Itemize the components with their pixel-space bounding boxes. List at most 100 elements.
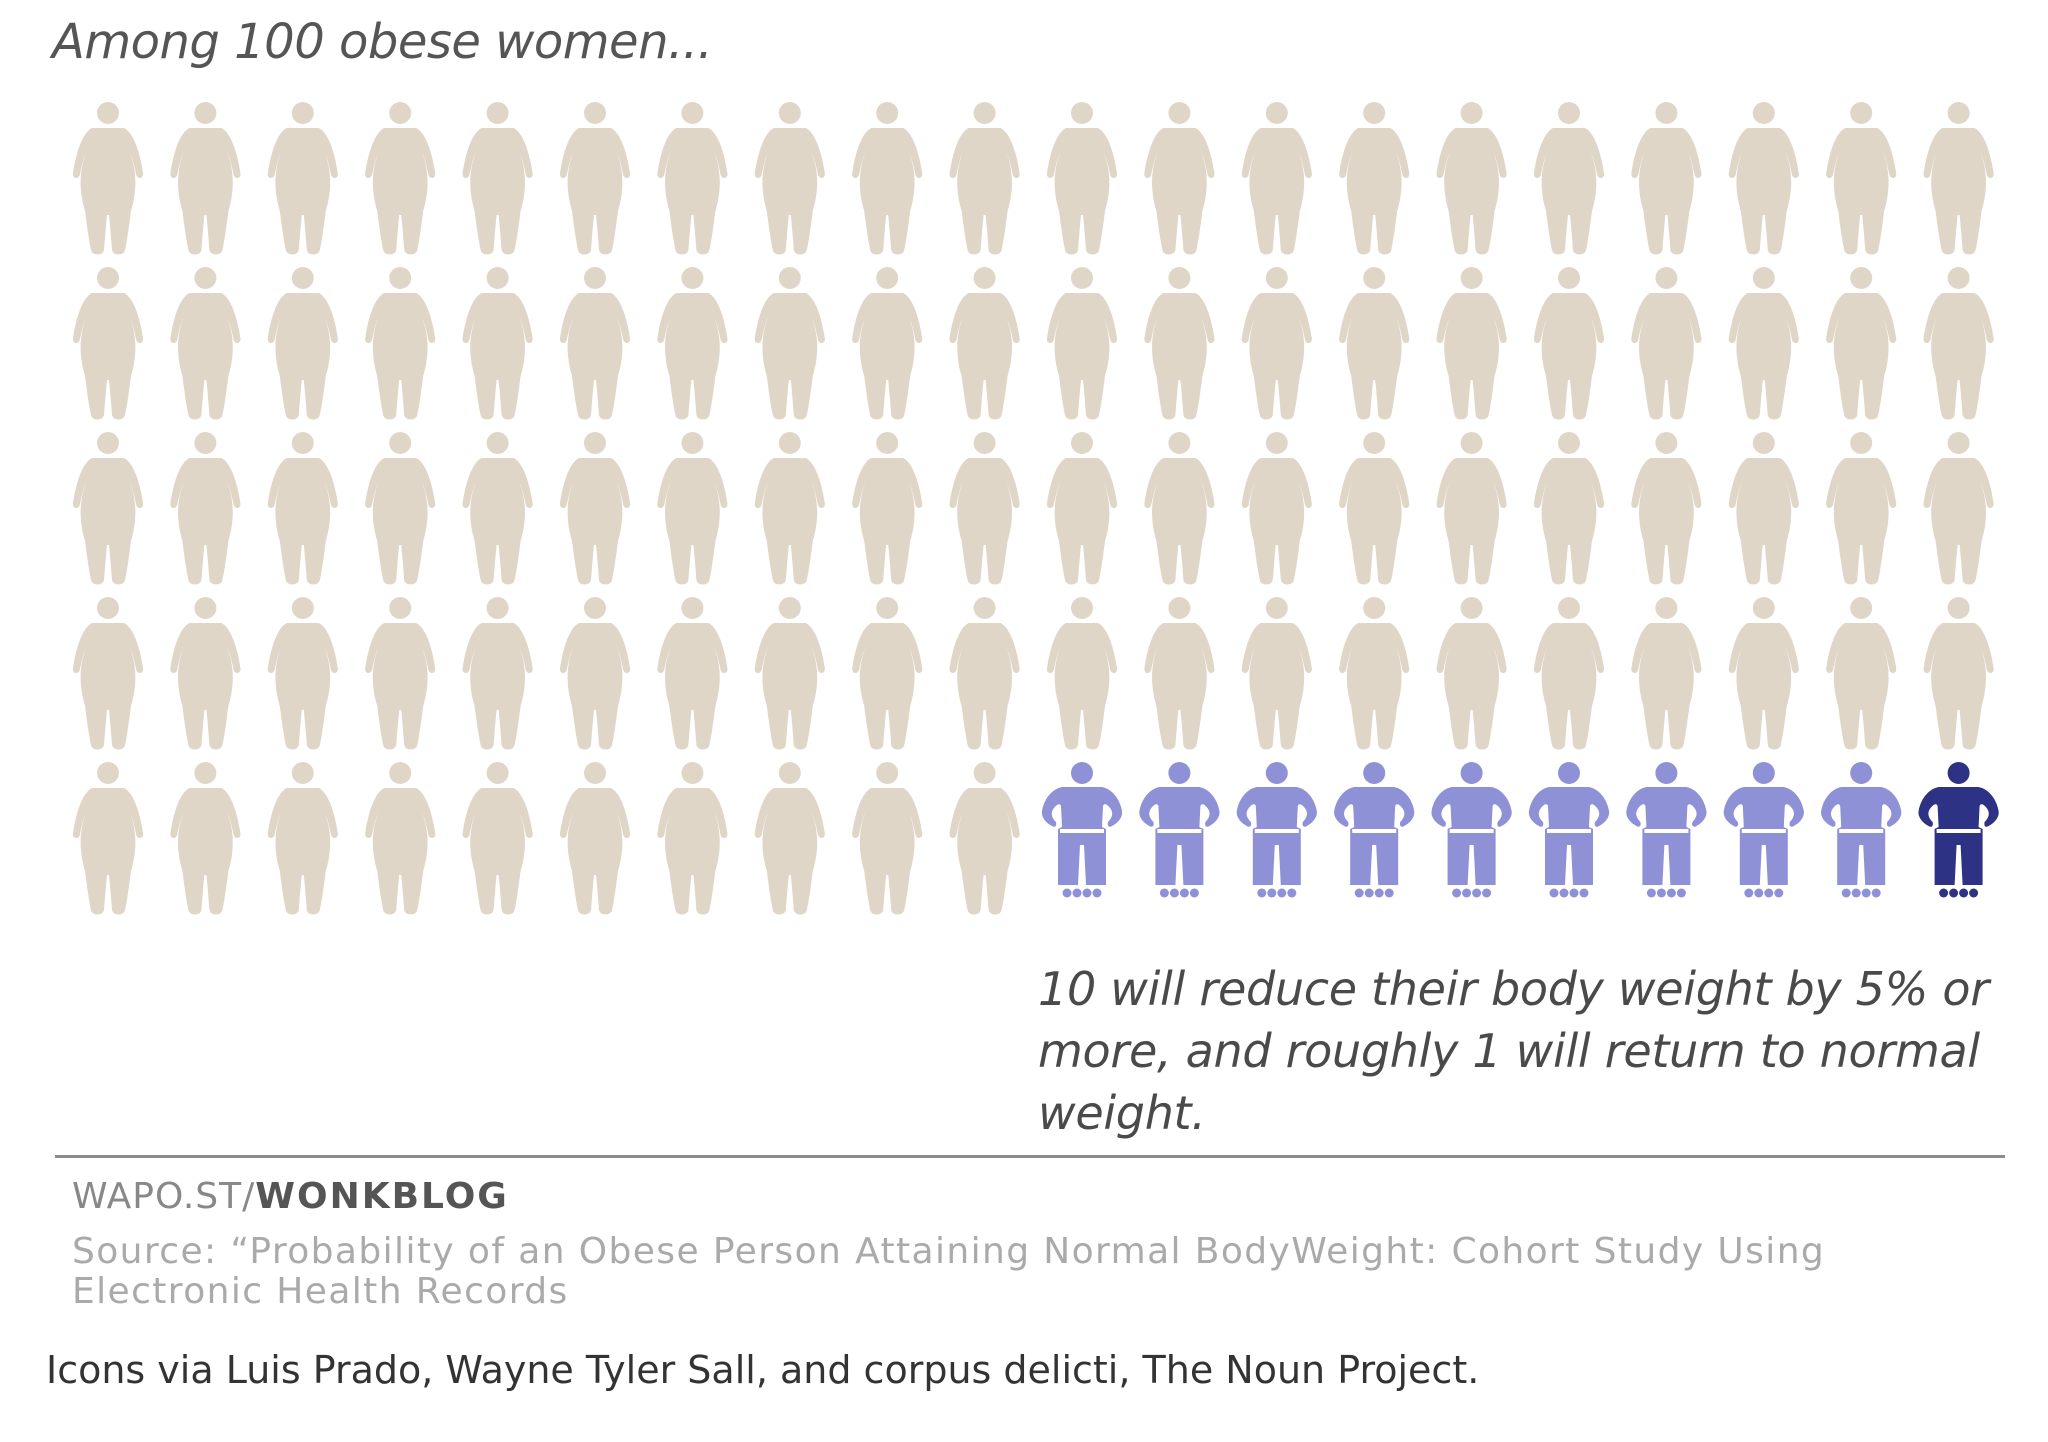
source-note: Source: “Probability of an Obese Person … (72, 1231, 1826, 1312)
obese-woman-icon (1241, 432, 1312, 585)
obese-woman-icon (1241, 102, 1312, 255)
obese-woman-icon (365, 762, 436, 915)
obese-woman-icon (1923, 267, 1994, 420)
obese-woman-icon (267, 597, 338, 750)
obese-woman-icon (754, 597, 825, 750)
obese-woman-icon (1533, 597, 1605, 750)
obese-woman-icon (852, 432, 923, 585)
obese-woman-icon (1339, 432, 1410, 585)
obese-woman-icon (754, 102, 825, 255)
obese-woman-icon (72, 102, 144, 255)
obese-woman-icon (170, 102, 241, 255)
obese-woman-icon (1144, 432, 1215, 585)
obese-woman-icon (267, 102, 338, 255)
icons-credit: Icons via Luis Prado, Wayne Tyler Sall, … (46, 1348, 1480, 1392)
slim-woman-icon (1918, 762, 1999, 898)
obese-woman-icon (1436, 432, 1507, 585)
obese-woman-icon (1631, 432, 1702, 585)
slim-woman-icon (1626, 762, 1707, 898)
obese-woman-icon (1826, 432, 1897, 585)
obese-woman-icon (365, 102, 436, 255)
obese-woman-icon (1923, 597, 1994, 750)
obese-woman-icon (754, 267, 825, 420)
obese-woman-icon (1144, 267, 1215, 420)
obese-woman-icon (462, 102, 533, 255)
obese-woman-icon (852, 762, 923, 915)
pictogram-grid (72, 102, 1999, 915)
obese-woman-icon (559, 762, 631, 915)
slim-woman-icon (1041, 762, 1123, 898)
obese-woman-icon (1436, 267, 1507, 420)
obese-woman-icon (657, 102, 728, 255)
obese-woman-icon (1631, 267, 1702, 420)
obese-woman-icon (1436, 597, 1507, 750)
obese-woman-icon (1533, 267, 1605, 420)
chart-annotation: 10 will reduce their body weight by 5% o… (1038, 962, 1989, 1140)
obese-woman-icon (462, 432, 533, 585)
obese-woman-icon (657, 762, 728, 915)
wonkblog-credit: WAPO.ST/WONKBLOG (72, 1176, 509, 1217)
obese-woman-icon (949, 267, 1020, 420)
obese-woman-icon (1728, 597, 1799, 750)
obese-woman-icon (1046, 102, 1118, 255)
obese-woman-icon (1826, 267, 1897, 420)
obese-woman-icon (365, 432, 436, 585)
obese-woman-icon (1046, 432, 1118, 585)
obese-woman-icon (267, 762, 338, 915)
slim-woman-icon (1431, 762, 1512, 898)
obese-woman-icon (72, 762, 144, 915)
obese-woman-icon (657, 597, 728, 750)
obese-woman-icon (170, 267, 241, 420)
obese-woman-icon (559, 432, 631, 585)
obese-woman-icon (1728, 267, 1799, 420)
slim-woman-icon (1723, 762, 1804, 898)
obese-woman-icon (559, 597, 631, 750)
obese-woman-icon (559, 267, 631, 420)
obese-woman-icon (365, 597, 436, 750)
obese-woman-icon (1046, 597, 1118, 750)
obese-woman-icon (1826, 597, 1897, 750)
slim-woman-icon (1236, 762, 1317, 898)
obese-woman-icon (754, 432, 825, 585)
obese-woman-icon (1144, 102, 1215, 255)
obese-woman-icon (1046, 267, 1118, 420)
obese-woman-icon (1533, 102, 1605, 255)
obese-woman-icon (1826, 102, 1897, 255)
obese-woman-icon (170, 597, 241, 750)
obese-woman-icon (1728, 432, 1799, 585)
credit-bold: WONKBLOG (255, 1176, 509, 1217)
obese-woman-icon (1241, 267, 1312, 420)
obese-woman-icon (267, 267, 338, 420)
obese-woman-icon (1728, 102, 1799, 255)
obese-woman-icon (1436, 102, 1507, 255)
slim-woman-icon (1528, 762, 1610, 898)
obese-woman-icon (462, 762, 533, 915)
obese-woman-icon (949, 597, 1020, 750)
obese-woman-icon (657, 267, 728, 420)
divider (55, 1155, 2005, 1158)
obese-woman-icon (559, 102, 631, 255)
obese-woman-icon (1631, 102, 1702, 255)
slim-woman-icon (1334, 762, 1415, 898)
obese-woman-icon (1339, 102, 1410, 255)
obese-woman-icon (1631, 597, 1702, 750)
credit-prefix: WAPO.ST/ (72, 1176, 256, 1217)
obese-woman-icon (1241, 597, 1312, 750)
obese-woman-icon (949, 102, 1020, 255)
obese-woman-icon (852, 102, 923, 255)
obese-woman-icon (852, 267, 923, 420)
obese-woman-icon (1923, 432, 1994, 585)
obese-woman-icon (365, 267, 436, 420)
obese-woman-icon (170, 432, 241, 585)
slim-woman-icon (1139, 762, 1220, 898)
obese-woman-icon (949, 762, 1020, 915)
obese-woman-icon (657, 432, 728, 585)
obese-woman-icon (1533, 432, 1605, 585)
obese-woman-icon (852, 597, 923, 750)
obese-woman-icon (72, 432, 144, 585)
obese-woman-icon (462, 267, 533, 420)
obese-woman-icon (1923, 102, 1994, 255)
obese-woman-icon (72, 267, 144, 420)
obese-woman-icon (1339, 597, 1410, 750)
